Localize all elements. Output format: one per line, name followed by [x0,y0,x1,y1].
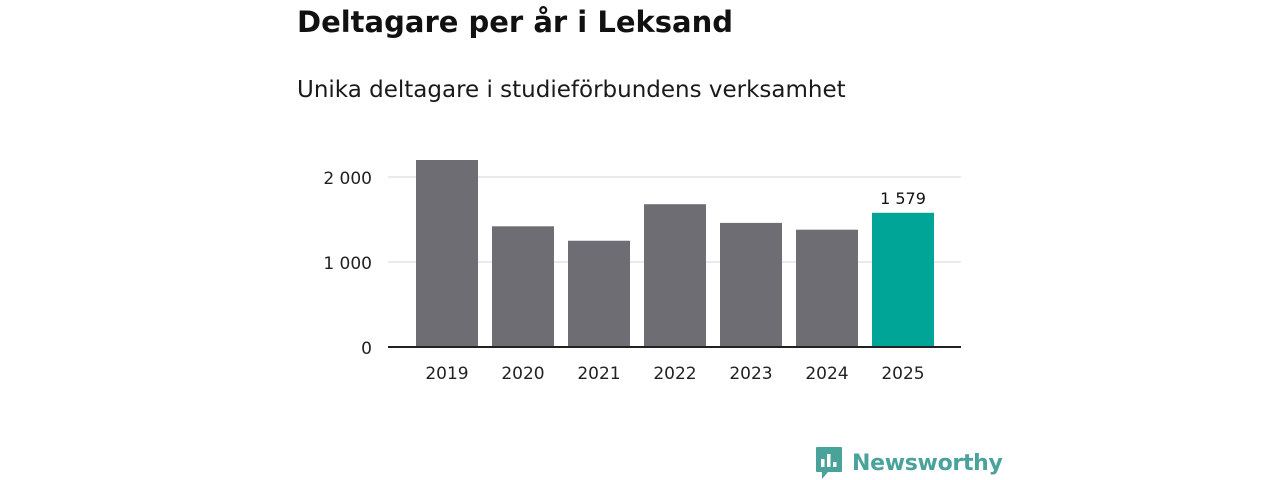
chart-subtitle: Unika deltagare i studieförbundens verks… [297,77,846,103]
x-tick-label: 2020 [501,364,544,384]
chart-title: Deltagare per år i Leksand [297,5,734,39]
bar-2020 [492,226,554,347]
newsworthy-brand-name: Newsworthy [852,450,1003,476]
x-tick-label: 2019 [425,364,468,384]
data-label-2025: 1 579 [880,189,926,208]
x-tick-label: 2023 [729,364,772,384]
x-tick-label: 2022 [653,364,696,384]
x-tick-label: 2021 [577,364,620,384]
newsworthy-logo-icon [816,447,842,479]
bar-2021 [568,240,630,347]
labels: 0 1 000 2 000 2019 2020 2021 2022 2023 2024 2025 1… [323,169,926,384]
bar-2019 [416,160,478,347]
x-tick-label: 2025 [881,364,924,384]
y-tick-label: 1 000 [323,254,372,274]
bar-2025 [872,212,934,347]
bar-2022 [644,204,706,347]
bar-2023 [720,222,782,347]
bar-2024 [796,229,858,347]
y-tick-label: 0 [361,339,372,359]
y-tick-label: 2 000 [323,169,372,189]
bars [416,160,934,347]
x-tick-label: 2024 [805,364,848,384]
newsworthy-brand: Newsworthy [815,446,1003,480]
